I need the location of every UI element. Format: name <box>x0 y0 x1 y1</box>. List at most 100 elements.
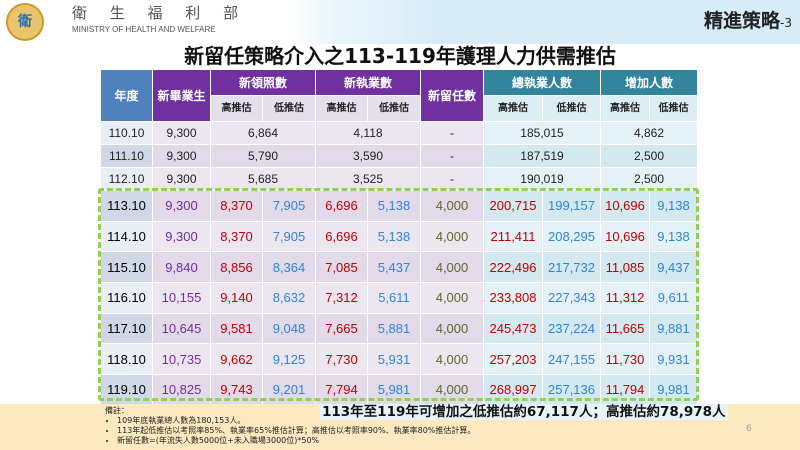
cell-practicing: 3,590 <box>315 144 421 168</box>
cell-increase-high: 10,696 <box>600 220 650 253</box>
cell-year: 110.10 <box>100 121 153 145</box>
cell-increase-low: 9,138 <box>649 190 698 222</box>
cell-total: 187,519 <box>483 144 601 168</box>
cell-increase-high: 11,312 <box>600 282 650 314</box>
table-row: 116.10 10,155 9,140 8,632 7,312 5,611 4,000 233… <box>100 282 698 314</box>
notes: 備註： 109年底執業總人數為180,153人。 113年起低推估以考照率85%… <box>105 406 475 446</box>
cell-practicing-high: 6,696 <box>315 190 368 222</box>
org-name-en: MINISTRY OF HEALTH AND WELFARE <box>72 25 216 34</box>
cell-retained: 4,000 <box>420 343 484 376</box>
sub-high: 高推估 <box>483 95 543 122</box>
cell-total-low: 257,136 <box>542 374 601 406</box>
cell-year: 111.10 <box>100 144 153 168</box>
cell-practicing-high: 7,085 <box>315 251 368 284</box>
cell-licensed-high: 9,743 <box>210 374 263 406</box>
cell-practicing-low: 5,981 <box>367 374 421 406</box>
cell-retained: - <box>420 167 484 191</box>
cell-increase-high: 10,696 <box>600 190 650 222</box>
cell-retained: 4,000 <box>420 312 484 345</box>
col-increase: 增加人數 <box>600 69 698 96</box>
cell-total-low: 208,295 <box>542 220 601 253</box>
projection-table: 年度 新畢業生 新領照數 新執業數 新留任數 總執業人數 增加人數 高推估 低推… <box>100 69 698 406</box>
table-row: 115.10 9,840 8,856 8,364 7,085 5,437 4,000 222,… <box>100 251 698 284</box>
cell-grads: 10,825 <box>152 374 211 406</box>
table-row: 119.10 10,825 9,743 9,201 7,794 5,981 4,000 268… <box>100 374 698 406</box>
col-practicing: 新執業數 <box>315 69 421 96</box>
table-row: 112.10 9,300 5,685 3,525-190,019 2,500 <box>100 167 698 191</box>
sub-low: 低推估 <box>542 95 601 122</box>
cell-practicing-high: 6,696 <box>315 220 368 253</box>
note-item: 新留任數=(年流失人數5000位+未入職場3000位)*50% <box>117 436 475 446</box>
cell-licensed: 6,864 <box>210 121 316 145</box>
cell-licensed-high: 8,370 <box>210 190 263 222</box>
cell-total-high: 200,715 <box>483 190 543 222</box>
cell-licensed: 5,685 <box>210 167 316 191</box>
cell-practicing-low: 5,611 <box>367 282 421 314</box>
cell-grads: 9,300 <box>152 220 211 253</box>
cell-increase-high: 11,665 <box>600 312 650 345</box>
cell-practicing: 4,118 <box>315 121 421 145</box>
sub-high: 高推估 <box>210 95 263 122</box>
col-total: 總執業人數 <box>483 69 601 96</box>
cell-grads: 9,840 <box>152 251 211 284</box>
notes-label: 備註： <box>105 406 129 415</box>
sub-low: 低推估 <box>367 95 421 122</box>
col-grads: 新畢業生 <box>152 69 211 122</box>
cell-total-low: 237,224 <box>542 312 601 345</box>
cell-grads: 9,300 <box>152 167 211 191</box>
cell-practicing-high: 7,312 <box>315 282 368 314</box>
cell-year: 116.10 <box>100 282 153 314</box>
cell-year: 114.10 <box>100 220 153 253</box>
note-item: 109年底執業總人數為180,153人。 <box>117 416 475 426</box>
section-number: -3 <box>780 16 792 30</box>
cell-practicing-high: 7,665 <box>315 312 368 345</box>
cell-licensed-high: 8,370 <box>210 220 263 253</box>
cell-increase-low: 9,981 <box>649 374 698 406</box>
cell-licensed-low: 8,364 <box>262 251 316 284</box>
table-row: 111.10 9,300 5,790 3,590-187,519 2,500 <box>100 144 698 168</box>
cell-retained: 4,000 <box>420 220 484 253</box>
cell-total: 190,019 <box>483 167 601 191</box>
cell-total-high: 233,808 <box>483 282 543 314</box>
cell-licensed-high: 8,856 <box>210 251 263 284</box>
cell-practicing-low: 5,138 <box>367 220 421 253</box>
cell-licensed-low: 9,125 <box>262 343 316 376</box>
table-row: 113.10 9,300 8,370 7,905 6,696 5,138 4,000 200,… <box>100 190 698 222</box>
sub-high: 高推估 <box>600 95 650 122</box>
note-item: 113年起低推估以考照率85%、執業率65%推估計算；高推估以考照率90%、執業… <box>117 426 475 436</box>
cell-total-low: 227,343 <box>542 282 601 314</box>
org-name-cn: 衛 生 福 利 部 <box>72 4 248 22</box>
cell-retained: 4,000 <box>420 251 484 284</box>
cell-licensed-low: 9,201 <box>262 374 316 406</box>
header-bar: 衛 衛 生 福 利 部 MINISTRY OF HEALTH AND WELFA… <box>0 0 800 44</box>
ministry-logo: 衛 <box>6 3 44 41</box>
cell-total-low: 199,157 <box>542 190 601 222</box>
cell-grads: 9,300 <box>152 121 211 145</box>
col-licensed: 新領照數 <box>210 69 316 96</box>
cell-practicing-low: 5,931 <box>367 343 421 376</box>
cell-practicing-high: 7,730 <box>315 343 368 376</box>
cell-increase: 2,500 <box>600 167 698 191</box>
cell-year: 117.10 <box>100 312 153 345</box>
cell-retained: - <box>420 121 484 145</box>
sub-high: 高推估 <box>315 95 368 122</box>
section-text: 精進策略 <box>704 10 781 32</box>
cell-total-high: 222,496 <box>483 251 543 284</box>
cell-total: 185,015 <box>483 121 601 145</box>
cell-increase-high: 11,794 <box>600 374 650 406</box>
cell-grads: 10,155 <box>152 282 211 314</box>
cell-licensed-high: 9,662 <box>210 343 263 376</box>
cell-increase: 2,500 <box>600 144 698 168</box>
cell-licensed: 5,790 <box>210 144 316 168</box>
cell-practicing-high: 7,794 <box>315 374 368 406</box>
cell-grads: 9,300 <box>152 144 211 168</box>
cell-total-high: 211,411 <box>483 220 543 253</box>
slide-title: 新留任策略介入之113-119年護理人力供需推估 <box>184 44 616 68</box>
table-row: 118.10 10,735 9,662 9,125 7,730 5,931 4,000 257… <box>100 343 698 376</box>
cell-increase-low: 9,881 <box>649 312 698 345</box>
cell-practicing-low: 5,138 <box>367 190 421 222</box>
section-label: 精進策略-3 <box>704 10 792 34</box>
cell-retained: - <box>420 144 484 168</box>
summary-text: 113年至119年可增加之低推估約67,117人；高推估約78,978人 <box>320 404 728 420</box>
cell-year: 115.10 <box>100 251 153 284</box>
